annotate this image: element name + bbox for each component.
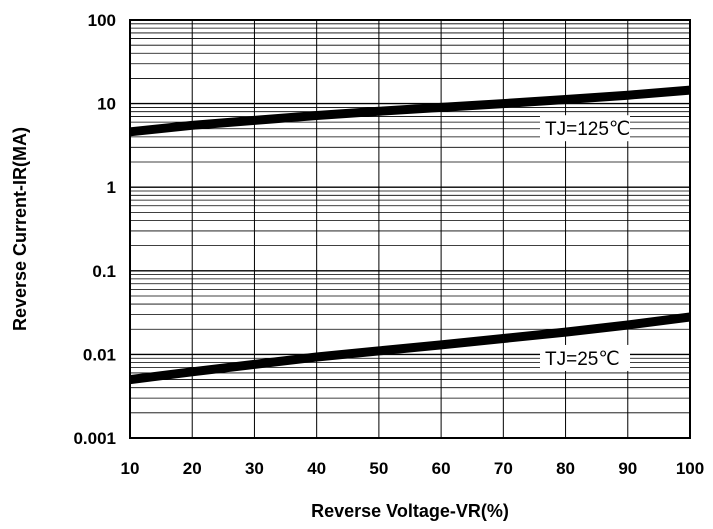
series-label-bg bbox=[540, 115, 630, 142]
tick-labels: 0.001 0.01 0.1 1 10 100 10 20 30 40 50 60 70 80 90 100 bbox=[73, 11, 704, 478]
series-label-1: TJ=25℃ bbox=[545, 349, 620, 370]
x-tick-label: 30 bbox=[245, 459, 264, 478]
x-tick-label: 20 bbox=[183, 459, 202, 478]
plot-frame bbox=[129, 19, 691, 439]
grid bbox=[129, 20, 691, 439]
x-tick-label: 80 bbox=[556, 459, 575, 478]
x-axis-title: Reverse Voltage-VR(%) bbox=[311, 501, 509, 521]
y-tick-label: 0.001 bbox=[73, 429, 116, 448]
x-tick-label: 90 bbox=[618, 459, 637, 478]
x-tick-label: 60 bbox=[432, 459, 451, 478]
x-tick-label: 10 bbox=[121, 459, 140, 478]
x-tick-label: 70 bbox=[494, 459, 513, 478]
series-label-bg bbox=[540, 344, 630, 371]
y-tick-label: 0.01 bbox=[83, 345, 116, 364]
x-tick-label: 50 bbox=[369, 459, 388, 478]
series-label-0: TJ=125℃ bbox=[545, 119, 630, 140]
series-layer: TJ=125℃ TJ=25℃ bbox=[129, 85, 691, 385]
y-tick-label: 10 bbox=[97, 95, 116, 114]
y-tick-label: 0.1 bbox=[92, 262, 116, 281]
y-tick-label: 100 bbox=[88, 11, 116, 30]
x-tick-label: 100 bbox=[676, 459, 704, 478]
series-line-0 bbox=[129, 85, 691, 137]
x-tick-label: 40 bbox=[307, 459, 326, 478]
y-tick-label: 1 bbox=[107, 178, 116, 197]
y-axis-title: Reverse Current-IR(MA) bbox=[10, 127, 30, 331]
series-line-1 bbox=[129, 312, 691, 385]
